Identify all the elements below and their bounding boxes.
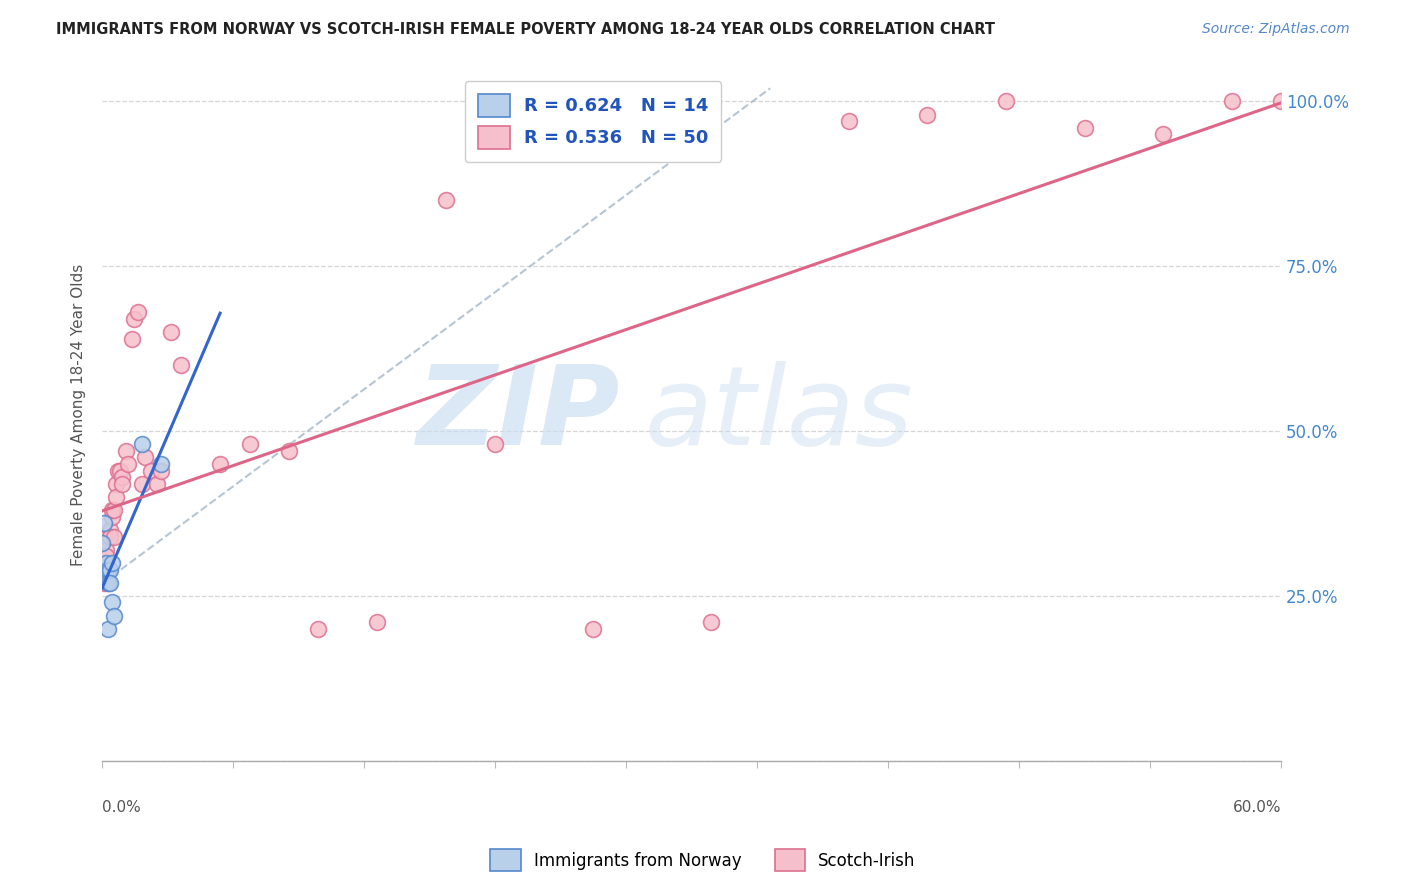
Point bbox=[582, 622, 605, 636]
Point bbox=[121, 332, 143, 346]
Point bbox=[117, 457, 139, 471]
Point bbox=[93, 575, 115, 590]
Point bbox=[146, 476, 169, 491]
Point bbox=[98, 575, 121, 590]
Y-axis label: Female Poverty Among 18-24 Year Olds: Female Poverty Among 18-24 Year Olds bbox=[72, 263, 86, 566]
Point bbox=[917, 108, 939, 122]
Point bbox=[103, 608, 125, 623]
Point bbox=[94, 542, 117, 557]
Point bbox=[238, 437, 260, 451]
Point bbox=[104, 476, 127, 491]
Point bbox=[277, 443, 299, 458]
Point bbox=[93, 516, 115, 531]
Point bbox=[94, 549, 117, 564]
Point bbox=[93, 569, 115, 583]
Text: atlas: atlas bbox=[644, 361, 912, 468]
Point bbox=[141, 464, 163, 478]
Point bbox=[127, 305, 149, 319]
Point bbox=[1152, 128, 1174, 142]
Point bbox=[209, 457, 232, 471]
Point bbox=[111, 470, 134, 484]
Point bbox=[91, 569, 114, 583]
Point bbox=[97, 622, 120, 636]
Legend: R = 0.624   N = 14, R = 0.536   N = 50: R = 0.624 N = 14, R = 0.536 N = 50 bbox=[465, 81, 721, 161]
Point bbox=[114, 443, 136, 458]
Point bbox=[131, 476, 153, 491]
Point bbox=[94, 562, 117, 576]
Point bbox=[94, 556, 117, 570]
Point bbox=[122, 312, 145, 326]
Point bbox=[838, 114, 860, 128]
Point bbox=[94, 569, 117, 583]
Point bbox=[700, 615, 723, 630]
Legend: Immigrants from Norway, Scotch-Irish: Immigrants from Norway, Scotch-Irish bbox=[482, 841, 924, 880]
Point bbox=[101, 595, 124, 609]
Point bbox=[101, 509, 124, 524]
Point bbox=[98, 523, 121, 537]
Point bbox=[134, 450, 156, 465]
Point bbox=[101, 503, 124, 517]
Point bbox=[484, 437, 506, 451]
Point bbox=[108, 464, 131, 478]
Point bbox=[307, 622, 329, 636]
Text: 0.0%: 0.0% bbox=[103, 799, 141, 814]
Point bbox=[1073, 120, 1095, 135]
Text: ZIP: ZIP bbox=[418, 361, 621, 468]
Point bbox=[366, 615, 388, 630]
Text: Source: ZipAtlas.com: Source: ZipAtlas.com bbox=[1202, 22, 1350, 37]
Point bbox=[91, 536, 114, 550]
Point bbox=[170, 358, 193, 372]
Point bbox=[103, 530, 125, 544]
Point bbox=[434, 194, 457, 208]
Point bbox=[111, 476, 134, 491]
Text: 60.0%: 60.0% bbox=[1233, 799, 1281, 814]
Point bbox=[1220, 95, 1243, 109]
Text: IMMIGRANTS FROM NORWAY VS SCOTCH-IRISH FEMALE POVERTY AMONG 18-24 YEAR OLDS CORR: IMMIGRANTS FROM NORWAY VS SCOTCH-IRISH F… bbox=[56, 22, 995, 37]
Point bbox=[104, 490, 127, 504]
Point bbox=[1270, 95, 1292, 109]
Point bbox=[150, 457, 173, 471]
Point bbox=[150, 464, 173, 478]
Point bbox=[98, 562, 121, 576]
Point bbox=[91, 556, 114, 570]
Point bbox=[97, 562, 120, 576]
Point bbox=[131, 437, 153, 451]
Point bbox=[93, 556, 115, 570]
Point bbox=[160, 325, 183, 339]
Point bbox=[107, 464, 129, 478]
Point bbox=[98, 530, 121, 544]
Point bbox=[103, 503, 125, 517]
Point bbox=[97, 575, 120, 590]
Point bbox=[994, 95, 1017, 109]
Point bbox=[97, 562, 120, 576]
Point bbox=[97, 575, 120, 590]
Point bbox=[101, 556, 124, 570]
